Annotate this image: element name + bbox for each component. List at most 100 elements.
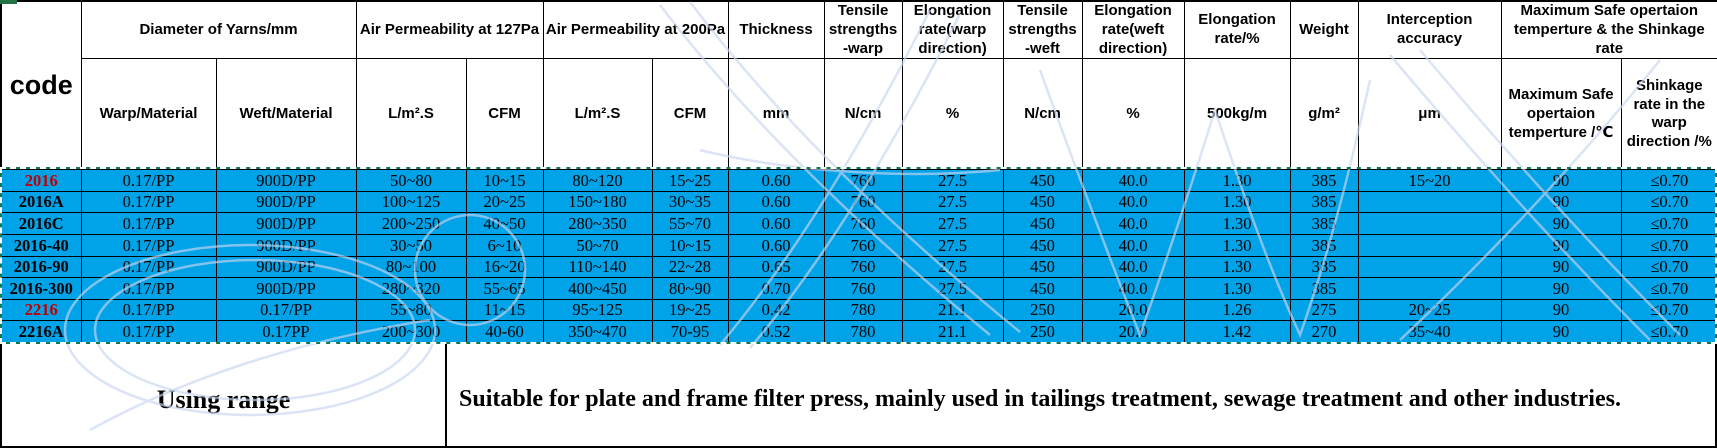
table-cell[interactable]: 385 bbox=[1289, 169, 1359, 192]
table-cell[interactable]: 1.30 bbox=[1183, 190, 1291, 214]
code-cell[interactable]: 2216 bbox=[0, 298, 82, 322]
table-cell[interactable]: 1.30 bbox=[1183, 234, 1291, 257]
table-cell[interactable]: 40.0 bbox=[1081, 277, 1185, 300]
table-cell[interactable]: 450 bbox=[1002, 190, 1083, 214]
table-cell[interactable]: 55~65 bbox=[465, 277, 544, 300]
table-cell[interactable]: 0.60 bbox=[727, 190, 825, 214]
table-cell[interactable]: 0.17/PP bbox=[80, 298, 217, 322]
table-cell[interactable]: 40.0 bbox=[1081, 190, 1185, 214]
column-group-header[interactable]: Air Permeability at 200Pa bbox=[542, 0, 729, 60]
table-cell[interactable]: 450 bbox=[1002, 212, 1083, 236]
code-cell[interactable]: 2016-90 bbox=[0, 255, 82, 279]
table-cell[interactable]: 20.0 bbox=[1081, 320, 1185, 343]
table-cell[interactable]: 27.5 bbox=[901, 212, 1004, 236]
table-cell[interactable]: 6~10 bbox=[465, 234, 544, 257]
table-cell[interactable]: 50~70 bbox=[542, 234, 653, 257]
table-cell[interactable]: ≤0.70 bbox=[1620, 212, 1717, 236]
table-cell[interactable] bbox=[1357, 212, 1502, 236]
table-cell[interactable]: 0.70 bbox=[727, 277, 825, 300]
table-cell[interactable]: 0.17/PP bbox=[80, 234, 217, 257]
table-cell[interactable]: 450 bbox=[1002, 169, 1083, 192]
table-cell[interactable]: 760 bbox=[823, 169, 903, 192]
table-cell[interactable] bbox=[1357, 190, 1502, 214]
table-cell[interactable]: 1.30 bbox=[1183, 255, 1291, 279]
table-cell[interactable]: 250 bbox=[1002, 298, 1083, 322]
table-cell[interactable]: 385 bbox=[1289, 190, 1359, 214]
column-subheader[interactable]: % bbox=[901, 58, 1004, 171]
table-cell[interactable] bbox=[1357, 255, 1502, 279]
column-group-header[interactable]: Thickness bbox=[727, 0, 825, 60]
table-cell[interactable]: 95~125 bbox=[542, 298, 653, 322]
table-cell[interactable]: ≤0.70 bbox=[1620, 190, 1717, 214]
table-cell[interactable]: 1.42 bbox=[1183, 320, 1291, 343]
table-cell[interactable] bbox=[1357, 234, 1502, 257]
table-cell[interactable]: 760 bbox=[823, 234, 903, 257]
table-cell[interactable]: 780 bbox=[823, 298, 903, 322]
table-cell[interactable]: 0.60 bbox=[727, 169, 825, 192]
table-cell[interactable]: 90 bbox=[1500, 212, 1622, 236]
table-cell[interactable]: 50~80 bbox=[355, 169, 467, 192]
table-cell[interactable]: 150~180 bbox=[542, 190, 653, 214]
column-group-header[interactable]: Elongation rate(weft direction) bbox=[1081, 0, 1185, 60]
table-cell[interactable]: 780 bbox=[823, 320, 903, 343]
table-cell[interactable]: 40-60 bbox=[465, 320, 544, 343]
column-group-header[interactable]: Air Permeability at 127Pa bbox=[355, 0, 544, 60]
table-cell[interactable]: 110~140 bbox=[542, 255, 653, 279]
table-cell[interactable]: 20~25 bbox=[465, 190, 544, 214]
table-cell[interactable]: 0.42 bbox=[727, 298, 825, 322]
table-cell[interactable]: 450 bbox=[1002, 255, 1083, 279]
table-cell[interactable]: 90 bbox=[1500, 255, 1622, 279]
column-subheader[interactable]: Weft/Material bbox=[215, 58, 357, 171]
table-cell[interactable]: 27.5 bbox=[901, 169, 1004, 192]
table-cell[interactable]: 55~80 bbox=[355, 298, 467, 322]
table-cell[interactable]: 21.1 bbox=[901, 298, 1004, 322]
column-group-header[interactable]: Tensile strengths -warp bbox=[823, 0, 903, 60]
table-cell[interactable]: 760 bbox=[823, 277, 903, 300]
table-cell[interactable]: 450 bbox=[1002, 234, 1083, 257]
table-cell[interactable]: 30~35 bbox=[651, 190, 729, 214]
table-cell[interactable]: 27.5 bbox=[901, 277, 1004, 300]
column-subheader[interactable]: CFM bbox=[465, 58, 544, 171]
table-cell[interactable]: ≤0.70 bbox=[1620, 298, 1717, 322]
column-subheader[interactable]: μm bbox=[1357, 58, 1502, 171]
column-subheader[interactable]: N/cm bbox=[1002, 58, 1083, 171]
table-cell[interactable]: 21.1 bbox=[901, 320, 1004, 343]
table-cell[interactable]: 900D/PP bbox=[215, 212, 357, 236]
table-cell[interactable]: 0.17PP bbox=[215, 320, 357, 343]
table-cell[interactable] bbox=[1357, 277, 1502, 300]
table-cell[interactable]: 0.17/PP bbox=[80, 169, 217, 192]
table-cell[interactable]: 0.65 bbox=[727, 255, 825, 279]
column-subheader[interactable]: Warp/Material bbox=[80, 58, 217, 171]
table-cell[interactable]: 90 bbox=[1500, 320, 1622, 343]
table-cell[interactable]: 270 bbox=[1289, 320, 1359, 343]
column-subheader[interactable]: 500kg/m bbox=[1183, 58, 1291, 171]
table-cell[interactable]: 90 bbox=[1500, 190, 1622, 214]
table-cell[interactable]: 760 bbox=[823, 190, 903, 214]
table-cell[interactable]: 350~470 bbox=[542, 320, 653, 343]
table-cell[interactable]: 90 bbox=[1500, 277, 1622, 300]
column-subheader[interactable]: CFM bbox=[651, 58, 729, 171]
table-cell[interactable]: 80~120 bbox=[542, 169, 653, 192]
table-cell[interactable]: 40.0 bbox=[1081, 212, 1185, 236]
table-cell[interactable]: 0.17/PP bbox=[80, 277, 217, 300]
table-cell[interactable]: 385 bbox=[1289, 212, 1359, 236]
column-group-header[interactable]: Elongation rate(warp direction) bbox=[901, 0, 1004, 60]
table-cell[interactable]: 10~15 bbox=[651, 234, 729, 257]
table-cell[interactable]: 80~90 bbox=[651, 277, 729, 300]
table-cell[interactable]: 1.30 bbox=[1183, 212, 1291, 236]
table-cell[interactable]: 40.0 bbox=[1081, 169, 1185, 192]
table-cell[interactable]: 250 bbox=[1002, 320, 1083, 343]
table-cell[interactable]: 900D/PP bbox=[215, 277, 357, 300]
column-group-header[interactable]: Maximum Safe opertaion temperture & the … bbox=[1500, 0, 1717, 60]
table-cell[interactable]: 280~320 bbox=[355, 277, 467, 300]
code-cell[interactable]: 2216A bbox=[0, 320, 82, 343]
table-cell[interactable]: 27.5 bbox=[901, 255, 1004, 279]
column-subheader[interactable]: % bbox=[1081, 58, 1185, 171]
code-cell[interactable]: 2016 bbox=[0, 169, 82, 192]
column-subheader[interactable]: L/m².S bbox=[355, 58, 467, 171]
table-cell[interactable]: 450 bbox=[1002, 277, 1083, 300]
table-cell[interactable]: 1.30 bbox=[1183, 169, 1291, 192]
table-cell[interactable]: ≤0.70 bbox=[1620, 169, 1717, 192]
table-cell[interactable]: 0.60 bbox=[727, 234, 825, 257]
table-cell[interactable]: 1.26 bbox=[1183, 298, 1291, 322]
